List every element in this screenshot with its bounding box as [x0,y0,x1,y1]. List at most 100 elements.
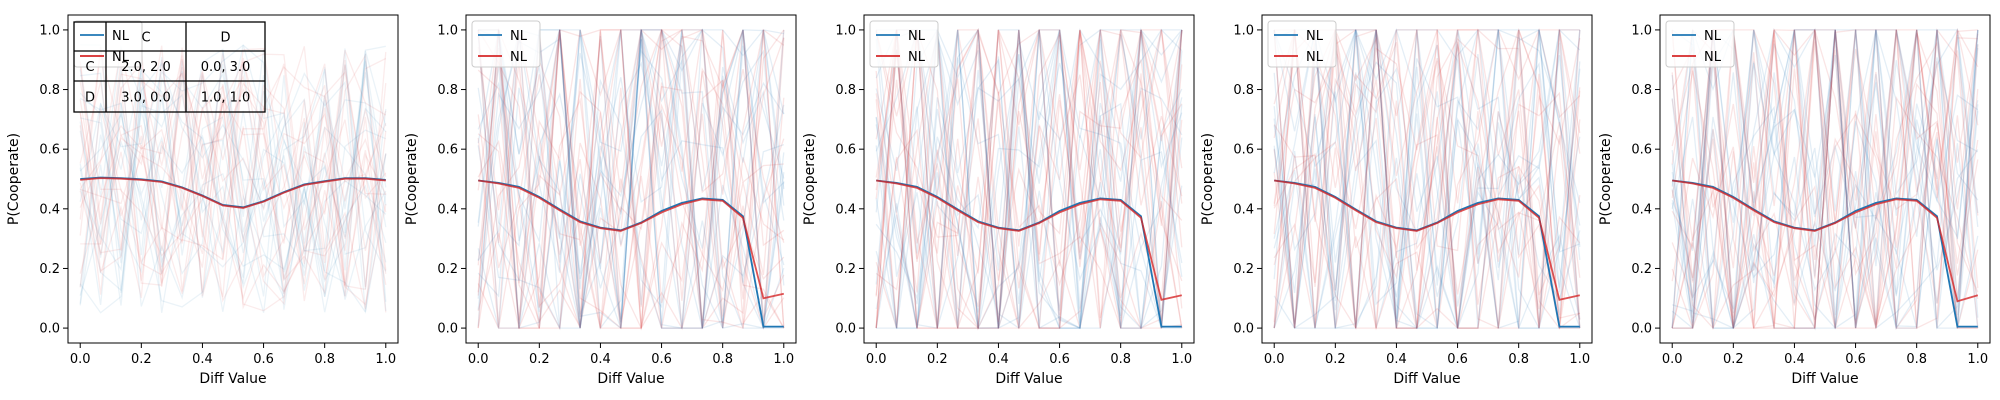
trial-line [1671,29,1979,329]
chart-panel-5: 0.0 0.2 0.4 0.6 0.8 1.0 0.0 0.2 0.4 0.6 0.8 1.0 Diff… [1598,14,1991,387]
trial-line [79,59,387,312]
x-tick-label: 0.8 [712,352,733,367]
trial-line [477,29,785,330]
trial-line [875,29,1183,329]
trial-line [79,53,387,298]
trial-line [1671,29,1979,329]
trial-line [1273,29,1581,329]
trial-line [1273,29,1581,329]
axes-frame [1261,14,1593,344]
trial-line [79,68,387,297]
trial-line [1671,29,1979,329]
trial-line [875,29,1183,329]
trial-line [79,46,387,310]
background-trials [477,27,785,331]
trial-line [875,29,1183,329]
trial-line [477,29,785,329]
y-tick-label: 0.6 [1233,143,1254,158]
trial-line [1671,29,1979,329]
trial-line [875,28,1183,330]
x-axis-label: Diff Value [995,371,1062,387]
trial-line [477,29,785,329]
x-axis-label: Diff Value [597,371,664,387]
x-axis-label: Diff Value [1393,371,1460,387]
trial-line [477,29,785,329]
trial-line [79,49,387,307]
y-tick-label: 0.2 [39,262,60,277]
trial-line [477,28,785,330]
trial-line [79,47,387,306]
trial-line [477,29,785,329]
axes-frame [67,14,399,344]
trial-line [1273,29,1581,329]
trial-line [875,29,1183,329]
trial-line [1672,68,1979,329]
trial-line [875,29,1183,329]
legend-entry: NL [510,50,528,65]
trial-line [79,97,387,298]
x-tick-label: 1.0 [1171,352,1192,367]
trial-line [875,29,1183,329]
trial-line [79,47,387,306]
table-col-header: C [141,31,150,46]
y-tick-label: 1.0 [1233,23,1254,38]
axes-frame [465,14,797,344]
trial-line [80,50,387,297]
trial-line [1273,29,1581,329]
x-axis-label: Diff Value [199,371,266,387]
trial-line [875,29,1183,329]
y-axis-label: P(Cooperate) [404,133,420,225]
y-tick-label: 0.8 [437,83,458,98]
y-tick-label: 1.0 [835,23,856,38]
table-cell: 1.0, 1.0 [201,91,251,106]
trial-line [875,29,1183,329]
trial-line [1671,29,1979,330]
trial-line [875,29,1183,329]
legend-box [471,20,541,68]
y-axis-label: P(Cooperate) [1200,133,1216,225]
table-row-header: D [85,91,95,106]
y-tick-label: 0.6 [1631,143,1652,158]
y-tick-label: 0.6 [437,143,458,158]
trial-line [1671,29,1979,330]
y-tick-label: 1.0 [437,23,458,38]
table-cell: 0.0, 3.0 [201,60,251,75]
trial-line [875,29,1182,329]
x-tick-label: 0.0 [866,352,887,367]
legend-box [1665,20,1735,68]
x-tick-label: 0.2 [131,352,152,367]
trial-line [1273,29,1581,329]
trial-line [875,29,1183,329]
legend-entry: NL [1306,29,1324,44]
trial-line [1273,28,1581,329]
trial-line [875,27,1183,331]
trial-line [1273,29,1581,329]
trial-line [875,29,1183,329]
background-trials [1671,27,1979,331]
x-tick-label: 1.0 [773,352,794,367]
trial-line [875,29,1183,329]
legend-box [1267,20,1337,68]
trial-line [477,29,785,331]
trial-line [79,48,387,314]
trial-line [478,29,785,329]
trial-line [1671,29,1979,329]
series-line-2 [876,179,1182,301]
trial-line [875,29,1183,329]
trial-line [477,28,785,329]
trial-line [1273,27,1581,329]
table-border [73,21,266,113]
trial-line [79,60,387,286]
x-tick-label: 0.2 [529,352,550,367]
trial-line [1273,29,1581,329]
payoff-table: C D C 2.0, 2.0 0.0, 3.0 D 3.0, 0.0 1.0, 1.0 [73,21,266,113]
trial-line [875,28,1183,330]
trial-line [876,29,1183,330]
trial-line [1273,29,1581,329]
y-axis-label: P(Cooperate) [6,133,22,225]
trial-line [477,29,785,329]
trial-line [477,29,785,329]
trial-line [1671,27,1979,329]
trial-line [477,29,785,329]
